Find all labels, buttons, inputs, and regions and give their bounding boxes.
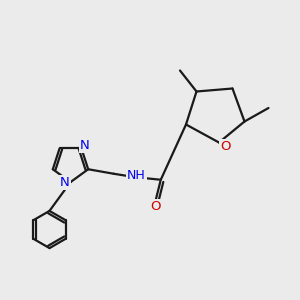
Text: N: N [60, 176, 70, 189]
Text: O: O [150, 200, 160, 213]
Text: NH: NH [127, 169, 146, 182]
Text: N: N [80, 139, 89, 152]
Text: O: O [220, 140, 231, 154]
